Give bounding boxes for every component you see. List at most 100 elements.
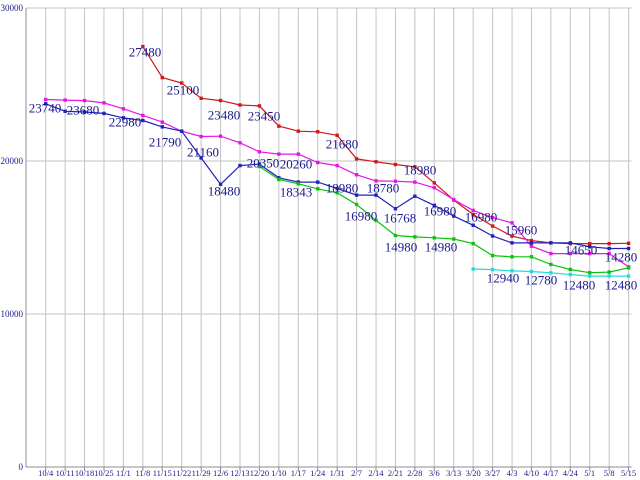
series-cyan-marker (568, 272, 573, 277)
series-red-marker (626, 241, 631, 246)
series-red-marker (432, 181, 436, 185)
y-tick-label: 30000 (1, 3, 24, 13)
x-tick-label: 2/7 (351, 468, 362, 478)
x-tick-label: 5/15 (621, 468, 636, 478)
series-red-marker (199, 96, 203, 100)
data-label: 16980 (424, 204, 457, 219)
series-cyan-marker (607, 274, 611, 278)
series-green-marker (335, 191, 339, 195)
series-blue-marker (393, 207, 398, 211)
series-cyan-marker (549, 271, 553, 275)
series-blue-marker (82, 110, 87, 114)
series-green-marker (393, 233, 398, 238)
data-label: 23450 (248, 109, 281, 124)
x-tick-label: 12/6 (213, 468, 228, 478)
x-tick-label: 12/20 (250, 468, 269, 478)
series-red-marker (238, 103, 242, 107)
x-tick-label: 2/14 (368, 468, 384, 478)
data-label: 21680 (326, 137, 359, 152)
data-label: 18343 (280, 185, 313, 200)
series-red-marker (277, 124, 281, 128)
series-blue-marker (471, 223, 475, 227)
data-label: 18780 (367, 181, 400, 196)
data-label: 22980 (109, 115, 142, 130)
series-green-marker (316, 187, 320, 191)
series-blue-marker (316, 180, 320, 184)
y-tick-label: 20000 (1, 156, 24, 166)
series-red-marker (529, 238, 534, 243)
series-green-marker (490, 253, 495, 258)
series-magenta-marker (102, 101, 106, 105)
series-blue-marker (102, 111, 106, 116)
series-magenta-marker (218, 134, 223, 138)
x-tick-label: 1/24 (310, 468, 326, 478)
series-magenta-marker (354, 173, 359, 177)
series-green-marker (588, 270, 592, 275)
series-blue-marker (568, 241, 573, 245)
series-magenta-marker (44, 97, 48, 102)
x-tick-label: 12/13 (230, 468, 249, 478)
series-green-marker (471, 241, 475, 246)
series-blue-marker (180, 129, 184, 133)
series-magenta-marker (452, 197, 456, 202)
series-blue-marker (529, 241, 534, 245)
data-label: 20350 (247, 156, 280, 171)
series-green-marker (413, 235, 417, 239)
series-blue-marker (510, 241, 514, 245)
series-red-marker (218, 98, 223, 103)
series-blue-marker (490, 234, 495, 238)
data-label: 14650 (565, 243, 598, 258)
series-red-marker (510, 234, 514, 238)
series-green-marker (257, 164, 262, 169)
x-tick-label: 11/29 (192, 468, 211, 478)
data-label: 12780 (525, 273, 558, 288)
series-blue-marker (607, 246, 611, 251)
series-magenta-marker (335, 163, 339, 168)
data-label: 21160 (187, 145, 219, 160)
series-blue-marker (374, 193, 378, 197)
series-blue-marker (413, 194, 417, 198)
series-blue-marker (141, 118, 145, 123)
data-label: 18980 (404, 163, 437, 178)
series-magenta-marker (277, 152, 281, 156)
data-label: 23680 (67, 103, 100, 118)
data-label: 14980 (385, 240, 418, 255)
series-magenta-marker (607, 251, 611, 256)
data-label: 23480 (208, 108, 241, 123)
x-tick-label: 1/31 (330, 468, 345, 478)
series-green-marker (374, 218, 378, 223)
series-blue-marker (44, 102, 48, 106)
series-red-marker (335, 133, 339, 137)
series-red-marker (257, 104, 262, 108)
x-tick-label: 11/8 (135, 468, 150, 478)
data-label: 12940 (487, 271, 520, 286)
series-blue-marker (452, 214, 456, 218)
series-blue-marker (160, 125, 164, 129)
data-label: 21790 (149, 135, 182, 150)
data-label: 12480 (563, 278, 596, 293)
x-tick-label: 3/20 (466, 468, 481, 478)
x-tick-label: 10/25 (94, 468, 113, 478)
series-red-marker (316, 130, 320, 134)
series-red-marker (393, 162, 398, 167)
series-blue-marker (199, 156, 203, 160)
y-tick-label: 10000 (1, 309, 24, 319)
series-red-marker (471, 212, 475, 217)
series-magenta-marker (413, 180, 417, 184)
x-tick-label: 2/21 (388, 468, 403, 478)
data-label: 15960 (505, 223, 538, 238)
series-cyan-marker (510, 269, 514, 273)
series-green-marker (277, 177, 281, 182)
series-cyan-marker (588, 274, 592, 278)
series-blue-marker (626, 246, 631, 251)
y-tick-label: 0 (19, 462, 24, 472)
series-magenta-marker (471, 208, 475, 213)
data-label: 20260 (280, 157, 313, 172)
series-magenta-marker (296, 152, 300, 156)
series-magenta-marker (393, 179, 398, 183)
series-green-marker (432, 236, 436, 240)
series-magenta-marker (568, 251, 573, 256)
series-green-marker (452, 237, 456, 241)
series-green-marker (626, 266, 631, 270)
